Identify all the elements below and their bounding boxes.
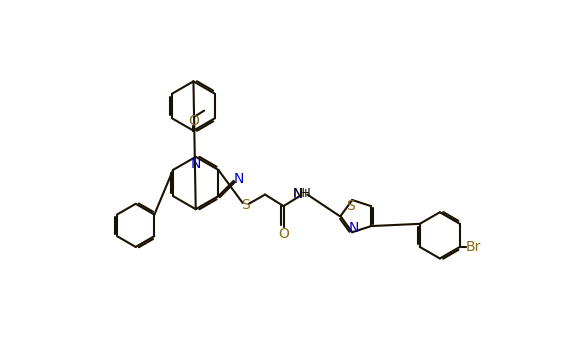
- Text: N: N: [234, 172, 244, 186]
- Text: S: S: [346, 199, 355, 213]
- Text: N: N: [191, 157, 201, 171]
- Text: O: O: [278, 227, 289, 241]
- Text: S: S: [242, 198, 250, 212]
- Text: NH: NH: [293, 187, 311, 200]
- Text: Br: Br: [465, 240, 480, 254]
- Text: O: O: [188, 114, 199, 128]
- Text: N: N: [349, 221, 359, 235]
- Text: H: H: [299, 189, 308, 199]
- Text: N: N: [293, 187, 303, 201]
